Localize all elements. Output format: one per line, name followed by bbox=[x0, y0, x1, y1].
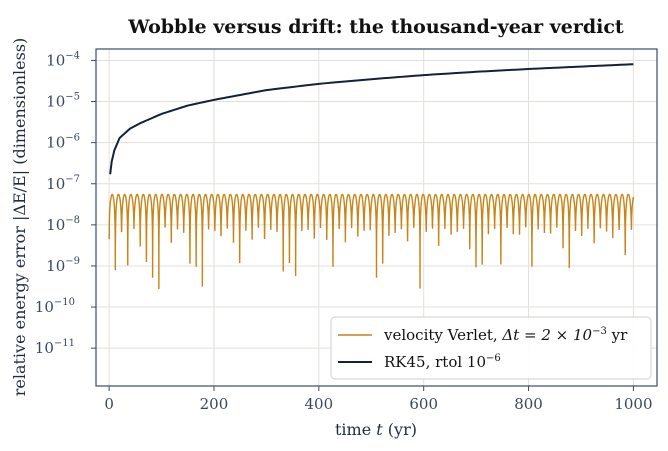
x-tick-label: 1000 bbox=[614, 395, 652, 413]
x-tick-label: 0 bbox=[104, 395, 114, 413]
y-tick-label: 10−5 bbox=[46, 92, 80, 111]
chart-title: Wobble versus drift: the thousand-year v… bbox=[127, 16, 624, 38]
legend-verlet-text: velocity Verlet, bbox=[383, 326, 502, 344]
x-tick-label: 800 bbox=[514, 395, 543, 413]
y-tick-label: 10−9 bbox=[46, 256, 80, 275]
legend-verlet-math: Δt = 2 × 10 bbox=[501, 326, 592, 344]
x-tick-label: 600 bbox=[409, 395, 438, 413]
x-tick-label: 400 bbox=[305, 395, 334, 413]
legend-rk45-text: RK45, rtol 10 bbox=[384, 353, 486, 371]
legend-label-verlet: velocity Verlet, Δt = 2 × 10−3 yr bbox=[383, 326, 628, 344]
axis-ticks: 0 200 400 600 800 1000 10−4 10−5 10−6 10−7 10−8 10−… bbox=[35, 50, 653, 413]
y-axis-label: relative energy error |ΔE/E| (dimensionl… bbox=[10, 38, 29, 397]
y-tick-label: 10−8 bbox=[46, 215, 80, 234]
y-tick-label: 10−4 bbox=[46, 50, 80, 69]
plot-frame bbox=[95, 48, 658, 387]
series-rk45-line bbox=[109, 63, 634, 175]
y-tick-label: 10−7 bbox=[46, 174, 80, 193]
y-tick-label: 10−10 bbox=[35, 297, 75, 316]
y-tick-label: 10−11 bbox=[35, 338, 75, 357]
legend-box bbox=[330, 316, 652, 380]
legend-label-rk45: RK45, rtol 10−6 bbox=[384, 353, 501, 371]
legend-verlet-unit: yr bbox=[607, 326, 628, 344]
plot-area bbox=[108, 63, 635, 290]
x-axis-label: time t (yr) bbox=[335, 420, 417, 439]
x-axis-label-text: time bbox=[335, 420, 376, 439]
x-tick-label: 200 bbox=[200, 395, 229, 413]
series-verlet-line bbox=[108, 193, 635, 290]
y-tick-label: 10−6 bbox=[46, 133, 80, 152]
legend-rk45-exponent: −6 bbox=[486, 353, 501, 364]
x-axis-label-var: t bbox=[376, 420, 383, 439]
legend-verlet-exponent: −3 bbox=[592, 326, 607, 337]
x-axis-label-unit: (yr) bbox=[383, 420, 417, 439]
legend: velocity Verlet, Δt = 2 × 10−3 yr RK45, … bbox=[330, 316, 652, 380]
